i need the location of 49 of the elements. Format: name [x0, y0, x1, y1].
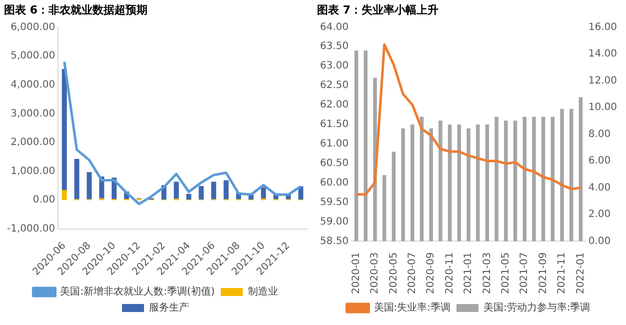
y-tick-label: 63.00: [320, 60, 349, 72]
x-tick-label: 2020-11: [444, 252, 456, 294]
y2-tick-label: 8.00: [588, 128, 611, 140]
y-tick-label: 63.50: [320, 41, 349, 52]
y-tick-label: 62.00: [320, 100, 349, 111]
x-tick-label: 2020-07: [406, 252, 418, 294]
legend-label: 制造业: [248, 286, 278, 298]
y-tick-label: 59.50: [320, 196, 349, 208]
y-tick-label: 61.50: [320, 119, 349, 130]
x-tick-label: 2021-03: [482, 252, 493, 294]
x-tick-label: 2020-05: [388, 252, 400, 294]
x-tick-label: 2020-09: [426, 252, 437, 294]
y2-tick-label: 14.00: [588, 48, 618, 60]
y2-tick-label: 16.00: [588, 22, 618, 33]
y-tick-label: 3,000.00: [10, 108, 56, 120]
y2-tick-label: 2.00: [588, 209, 611, 220]
y-tick-label: 58.50: [320, 236, 349, 247]
chart-title: 图表 7：失业率小幅上升: [317, 3, 438, 16]
y2-tick-label: 4.00: [588, 182, 611, 194]
y-tick-label: 1,000.00: [10, 166, 56, 177]
x-tick-label: 2022-01: [575, 252, 586, 294]
y-tick-label: 6,000.00: [10, 22, 56, 33]
x-tick-label: 2021-07: [519, 252, 530, 294]
y-tick-label: 60.00: [320, 177, 349, 188]
y2-tick-label: 10.00: [588, 102, 618, 114]
legend-label: 美国:失业率:季调: [374, 302, 451, 314]
y-tick-label: 5,000.00: [10, 50, 56, 62]
y-tick-label: 60.50: [320, 158, 349, 169]
y-tick-label: 2,000.00: [10, 137, 56, 148]
y-tick-label: 4,000.00: [10, 79, 56, 90]
x-tick-label: 2021-05: [500, 252, 512, 294]
legend-label: 美国:劳动力参与率:季调: [484, 302, 590, 314]
x-tick-label: 2021-11: [556, 252, 568, 294]
x-tick-label: 2020-01: [350, 252, 362, 294]
x-tick-label: 2020-03: [370, 252, 381, 294]
y-tick-label: 59.00: [320, 216, 349, 228]
y-tick-label: 61.00: [320, 138, 349, 150]
y-tick-label: 64.00: [320, 22, 349, 33]
legend-label: 美国:新增非农就业人数:季调(初值): [60, 286, 215, 298]
x-tick-label: 2021-09: [538, 252, 549, 294]
y2-tick-label: 6.00: [588, 156, 611, 167]
x-tick-label: 2021-01: [463, 252, 474, 294]
y-tick-label: 62.50: [320, 80, 349, 92]
y2-tick-label: 12.00: [588, 75, 618, 86]
chart-title: 图表 6：非农就业数据超预期: [4, 3, 148, 16]
legend-label: 服务生产: [149, 302, 189, 314]
y-tick-label: -1,000.00: [7, 224, 56, 235]
y-tick-label: 0.00: [32, 194, 56, 206]
y2-tick-label: 0.00: [588, 236, 611, 247]
